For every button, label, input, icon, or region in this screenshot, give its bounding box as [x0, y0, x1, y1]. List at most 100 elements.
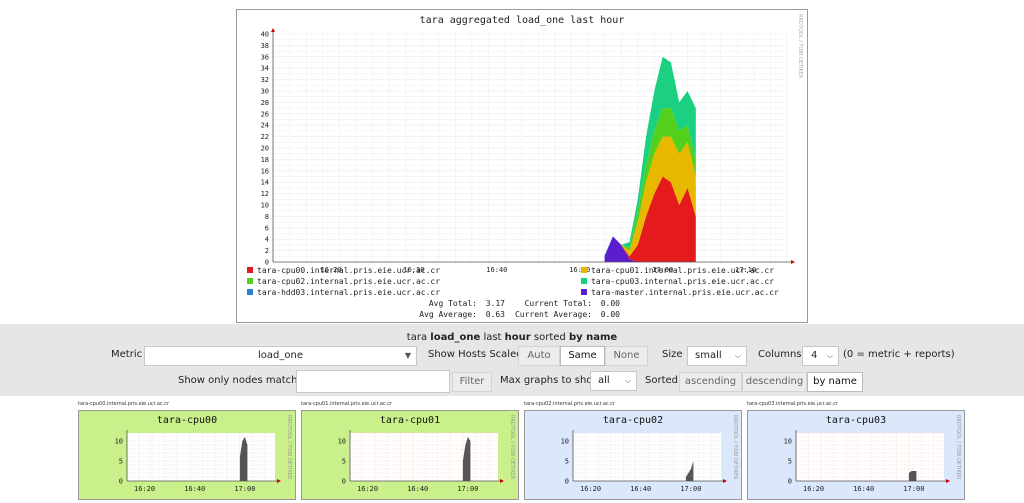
host-graph-title: tara-cpu00 [157, 415, 217, 426]
host-graph-cpu02[interactable]: tara-cpu02 RRDTOOL / TOBI OETIKER 0 5 10 16:2… [524, 410, 742, 500]
legend-swatch [581, 267, 587, 273]
chevron-down-icon: ⌵ [734, 351, 741, 360]
legend-label: tara-cpu01.internal.pris.eie.ucr.ac.cr [591, 266, 774, 275]
y-tick-label: 10 [261, 202, 269, 210]
size-select-value: small [695, 350, 722, 361]
columns-select-value: 4 [811, 350, 818, 361]
host-graph-title: tara-cpu02 [603, 415, 663, 426]
y-tick-label: 14 [261, 179, 269, 187]
area-tara-cpu01 [604, 136, 696, 257]
sort-by-name-button[interactable]: by name [807, 372, 863, 392]
x-tick-label: 16:40 [486, 266, 507, 274]
filter-button[interactable]: Filter [452, 372, 492, 392]
metric-select-value: load_one [258, 350, 303, 361]
x-tick-label: 16:20 [357, 485, 378, 493]
y-axis-arrow [271, 28, 275, 32]
stat-label: Current Average: [515, 310, 592, 319]
y-tick-label: 22 [261, 133, 269, 141]
legend-swatch [247, 267, 253, 273]
host-graph-cpu03[interactable]: tara-cpu03 RRDTOOL / TOBI OETIKER 0 5 10 16:2… [747, 410, 965, 500]
stat-label: Avg Total: [429, 299, 477, 308]
heading-range: hour [504, 332, 531, 343]
y-tick-label: 16 [261, 167, 269, 175]
y-tick-label: 10 [338, 438, 346, 446]
host-graph-cpu00[interactable]: tara-cpu00 RRDTOOL / TOBI OETIKER 0 5 10 16:2… [78, 410, 296, 500]
load-area [239, 437, 248, 481]
size-label: Size [662, 349, 683, 360]
columns-note: (0 = metric + reports) [843, 349, 955, 360]
legend-label: tara-cpu00.internal.pris.eie.ucr.ac.cr [257, 266, 440, 275]
y-tick-label: 28 [261, 99, 269, 107]
x-tick-label: 17:00 [457, 485, 478, 493]
filter-input[interactable] [296, 370, 450, 393]
load-area [462, 437, 471, 481]
host-graph-title: tara-cpu03 [826, 415, 886, 426]
legend-label: tara-cpu02.internal.pris.eie.ucr.ac.cr [257, 277, 440, 286]
rrdtool-credit: RRDTOOL / TOBI OETIKER [509, 415, 515, 480]
area-tara-cpu03 [604, 56, 696, 256]
x-axis-arrow [791, 260, 795, 264]
max-graphs-select[interactable]: all ⌵ [590, 371, 637, 391]
host-graph-canvas: tara-cpu01 RRDTOOL / TOBI OETIKER 0 5 10 16:2… [338, 415, 515, 493]
heading-host: tara [406, 332, 428, 343]
scaled-same-button[interactable]: Same [560, 346, 605, 366]
heading-sort: by name [568, 332, 618, 343]
y-tick-label: 10 [784, 438, 792, 446]
load-area [908, 471, 917, 481]
controls-panel: tara load_one last hour sorted by name M… [0, 324, 1024, 396]
legend-label: tara-hdd03.internal.pris.eie.ucr.ac.cr [257, 288, 440, 297]
y-tick-label: 0 [788, 478, 792, 486]
x-tick-label: 17:00 [234, 485, 255, 493]
host-caption: tara-cpu03.internal.pris.eie.ucr.ac.cr [747, 401, 839, 407]
scaled-none-button[interactable]: None [605, 346, 648, 366]
area-tara-cpu00 [604, 176, 696, 262]
stat-label: Current Total: [525, 299, 592, 308]
y-tick-label: 10 [561, 438, 569, 446]
legend-swatch [247, 278, 253, 284]
x-tick-label: 16:20 [320, 266, 341, 274]
rrdtool-credit: RRDTOOL / TOBI OETIKER [286, 415, 292, 480]
x-tick-label: 16:40 [407, 485, 428, 493]
heading-sorted: sorted [533, 332, 566, 343]
sorted-label: Sorted [645, 375, 678, 386]
x-tick-label: 17:00 [903, 485, 924, 493]
x-tick-label: 17:00 [680, 485, 701, 493]
x-axis-arrow [500, 479, 504, 483]
columns-select[interactable]: 4 ⌵ [802, 346, 839, 366]
size-select[interactable]: small ⌵ [687, 346, 747, 366]
chevron-down-icon: ⌵ [826, 351, 833, 360]
sort-ascending-button[interactable]: ascending [679, 372, 742, 392]
y-tick-label: 24 [261, 122, 269, 130]
host-caption: tara-cpu01.internal.pris.eie.ucr.ac.cr [301, 401, 393, 407]
host-graph-canvas: tara-cpu00 RRDTOOL / TOBI OETIKER 0 5 10 16:2… [115, 415, 292, 493]
heading-metric: load_one [430, 332, 481, 343]
area-tara-master [604, 236, 696, 262]
x-axis-arrow [946, 479, 950, 483]
x-tick-label: 16:50 [569, 266, 590, 274]
legend-swatch [247, 289, 253, 295]
host-graph-title: tara-cpu01 [380, 415, 440, 426]
host-graph-canvas: tara-cpu03 RRDTOOL / TOBI OETIKER 0 5 10 16:2… [784, 415, 961, 493]
metric-select[interactable]: load_one ▼ [144, 346, 417, 366]
max-graphs-value: all [598, 375, 610, 386]
x-tick-label: 17:00 [652, 266, 673, 274]
x-tick-label: 16:20 [803, 485, 824, 493]
scaled-auto-button[interactable]: Auto [518, 346, 560, 366]
y-tick-label: 34 [261, 65, 269, 73]
x-tick-label: 17:10 [735, 266, 756, 274]
y-tick-label: 0 [119, 478, 123, 486]
scaled-label: Show Hosts Scaled: [428, 349, 526, 360]
y-tick-label: 38 [261, 42, 269, 50]
y-tick-label: 5 [342, 458, 346, 466]
chevron-down-icon: ▼ [404, 351, 411, 360]
aggregate-graph-canvas: tara aggregated load_one last hour RRDTOO… [247, 14, 803, 319]
x-tick-label: 16:40 [184, 485, 205, 493]
stat-value: 0.00 [601, 299, 620, 308]
x-tick-label: 16:30 [403, 266, 424, 274]
sort-descending-button[interactable]: descending [742, 372, 807, 392]
x-tick-label: 16:20 [580, 485, 601, 493]
host-graph-cpu01[interactable]: tara-cpu01 RRDTOOL / TOBI OETIKER 0 5 10 16:2… [301, 410, 519, 500]
y-tick-label: 40 [261, 31, 269, 39]
stat-value: 0.63 [486, 310, 505, 319]
view-heading: tara load_one last hour sorted by name [0, 332, 1024, 343]
